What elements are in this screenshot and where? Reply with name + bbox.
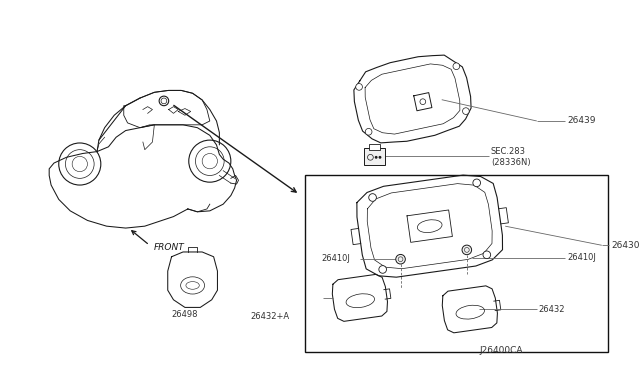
- Text: 26430: 26430: [611, 241, 640, 250]
- Text: 26410J: 26410J: [568, 253, 596, 262]
- Circle shape: [356, 84, 362, 90]
- Circle shape: [365, 128, 372, 135]
- Circle shape: [462, 245, 472, 255]
- Text: 26410J: 26410J: [322, 254, 351, 263]
- Text: (28336N): (28336N): [491, 158, 531, 167]
- Bar: [305, 176, 607, 352]
- Text: SEC.283: SEC.283: [491, 147, 526, 156]
- Text: 26432: 26432: [539, 305, 565, 314]
- Text: 26498: 26498: [172, 310, 198, 318]
- Circle shape: [378, 156, 381, 159]
- Text: J26400CA: J26400CA: [479, 346, 523, 355]
- Circle shape: [369, 194, 376, 201]
- Circle shape: [375, 156, 378, 159]
- Text: FRONT: FRONT: [154, 243, 184, 252]
- FancyBboxPatch shape: [364, 148, 385, 165]
- Circle shape: [379, 266, 387, 273]
- Circle shape: [159, 96, 169, 106]
- Text: 26432+A: 26432+A: [250, 312, 289, 321]
- Circle shape: [463, 108, 469, 115]
- Text: 26439: 26439: [568, 116, 596, 125]
- Circle shape: [453, 63, 460, 70]
- Circle shape: [473, 179, 481, 187]
- FancyBboxPatch shape: [369, 144, 380, 150]
- Circle shape: [396, 254, 405, 264]
- Circle shape: [483, 251, 491, 259]
